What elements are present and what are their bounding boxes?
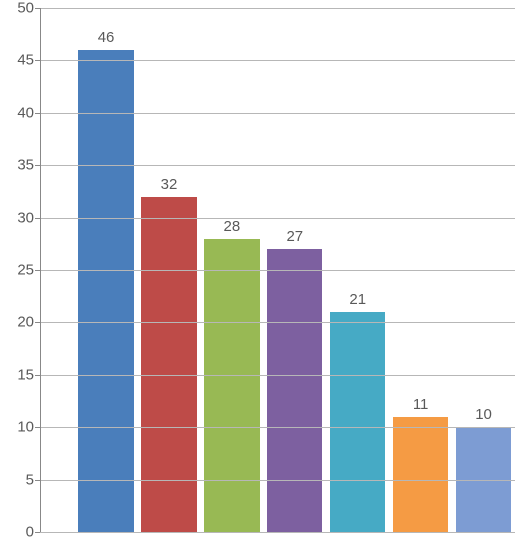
y-tick-label: 5: [26, 471, 40, 488]
gridline: [40, 375, 515, 376]
bar: 11: [393, 417, 448, 532]
y-tick-label: 25: [17, 262, 40, 279]
gridline: [40, 165, 515, 166]
gridline: [40, 218, 515, 219]
bar-value-label: 46: [78, 29, 133, 46]
gridline: [40, 480, 515, 481]
gridline: [40, 532, 515, 533]
gridline: [40, 427, 515, 428]
y-tick-label: 45: [17, 52, 40, 69]
bar-chart: 46322827211110 05101520253035404550: [0, 0, 519, 546]
y-tick-label: 35: [17, 157, 40, 174]
bar: 27: [267, 249, 322, 532]
gridline: [40, 113, 515, 114]
bar: 32: [141, 197, 196, 532]
plot-area: 46322827211110 05101520253035404550: [40, 8, 515, 532]
bar: 21: [330, 312, 385, 532]
bar-value-label: 11: [393, 396, 448, 413]
y-tick-label: 20: [17, 314, 40, 331]
y-axis: [40, 8, 41, 532]
bar: 28: [204, 239, 259, 532]
gridline: [40, 60, 515, 61]
y-tick-label: 50: [17, 0, 40, 17]
y-tick-label: 10: [17, 419, 40, 436]
bar-value-label: 32: [141, 176, 196, 193]
gridline: [40, 322, 515, 323]
bar-value-label: 27: [267, 228, 322, 245]
bar-value-label: 21: [330, 291, 385, 308]
bar-value-label: 10: [456, 406, 511, 423]
y-tick-label: 0: [26, 524, 40, 541]
y-tick-label: 30: [17, 209, 40, 226]
y-tick-label: 40: [17, 104, 40, 121]
gridline: [40, 8, 515, 9]
bar-value-label: 28: [204, 218, 259, 235]
bar: 46: [78, 50, 133, 532]
gridline: [40, 270, 515, 271]
y-tick-label: 15: [17, 366, 40, 383]
